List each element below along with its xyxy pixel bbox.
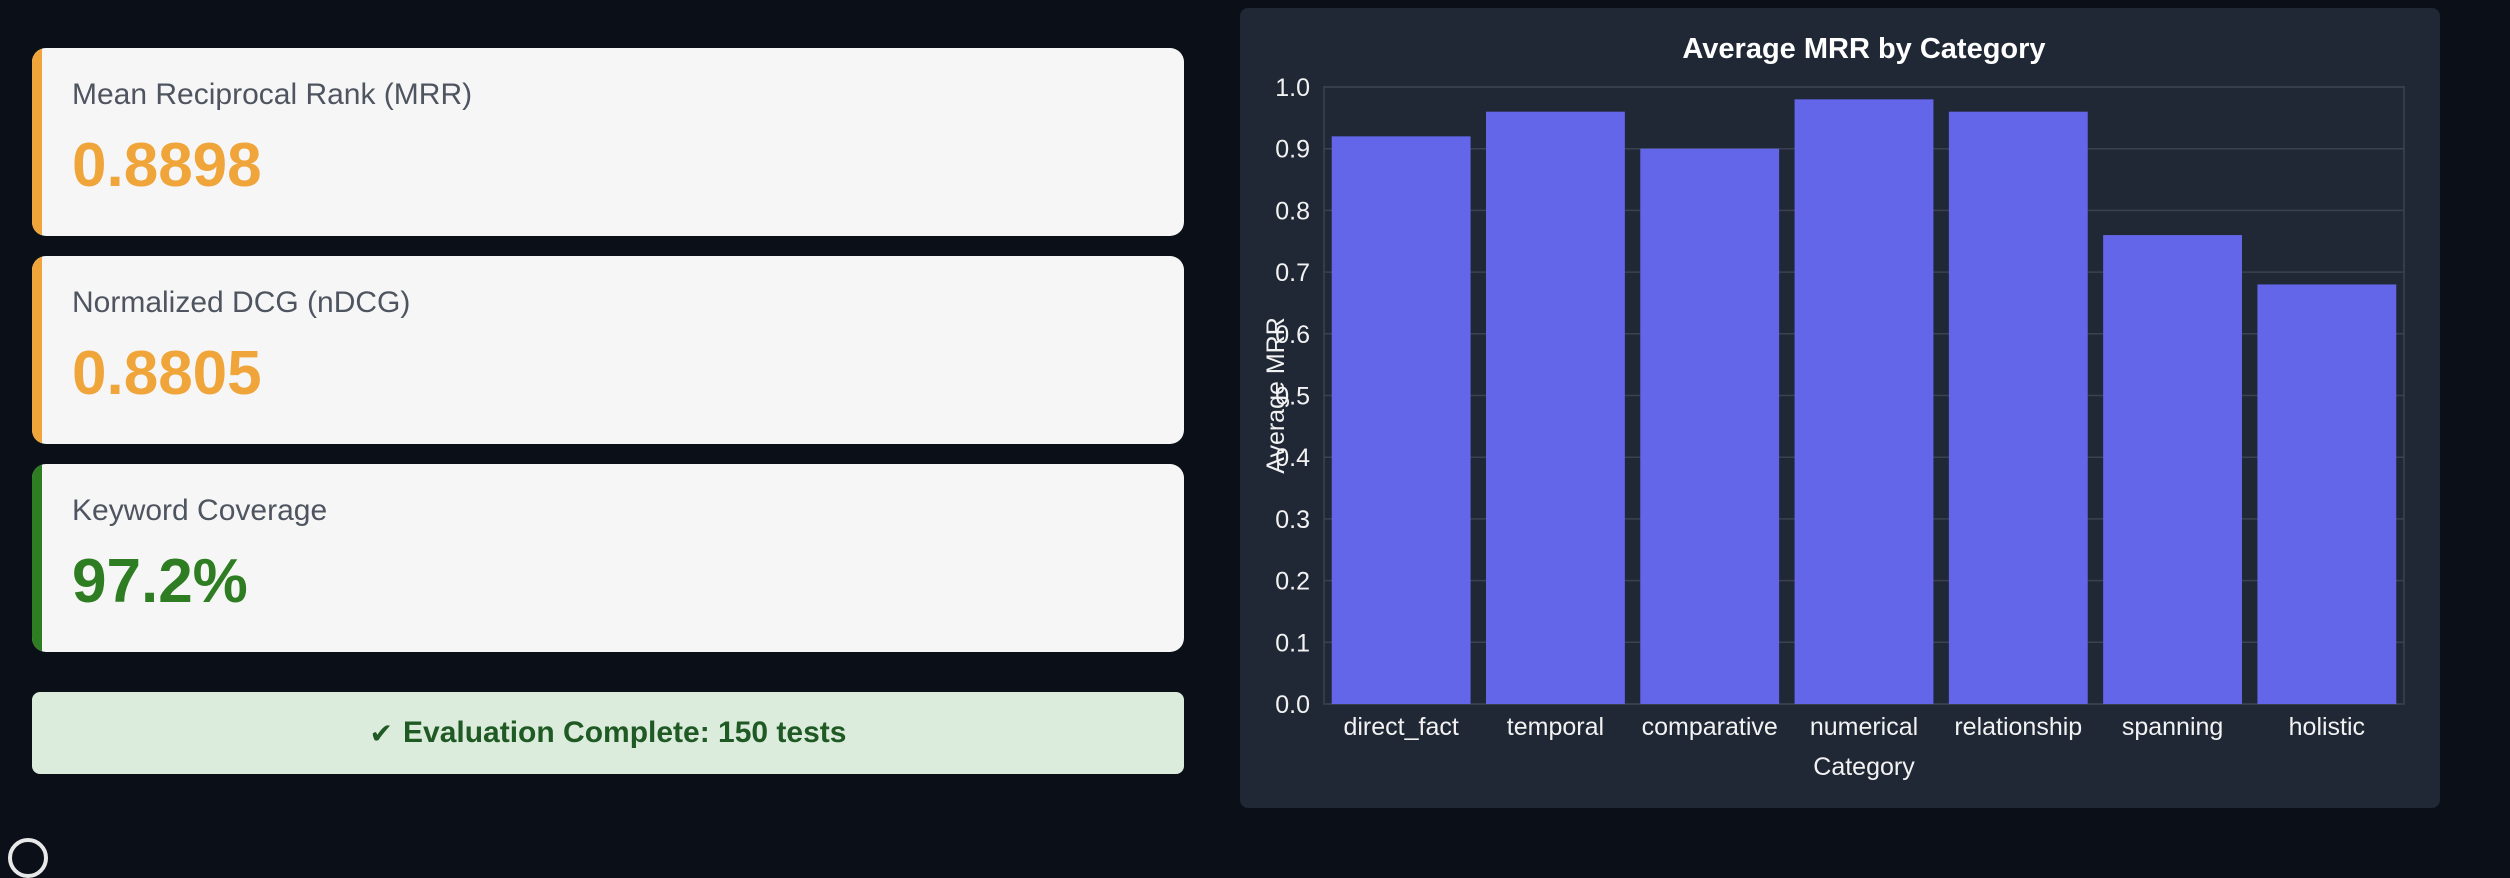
y-tick-label: 0.8 — [1275, 197, 1310, 225]
x-axis-label: Category — [1813, 753, 1915, 781]
y-tick-label: 0.1 — [1275, 629, 1310, 657]
mrr-chart-panel: 0.0 0.1 0.2 0.3 0.4 0.5 0.6 0.7 0.8 0.9 1.0 direct_… — [1240, 8, 2440, 808]
mrr-bar-chart: 0.0 0.1 0.2 0.3 0.4 0.5 0.6 0.7 0.8 0.9 1.0 direct_… — [1262, 33, 2405, 781]
x-tick-label: comparative — [1642, 713, 1778, 741]
mrr-card: Mean Reciprocal Rank (MRR) 0.8898 — [32, 48, 1184, 236]
ndcg-accent-bar — [32, 256, 42, 444]
bar-holistic — [2257, 284, 2397, 704]
x-tick-label: direct_fact — [1343, 713, 1458, 741]
bar-comparative — [1640, 148, 1780, 704]
bar-spanning — [2103, 235, 2242, 704]
chart-title: Average MRR by Category — [1682, 33, 2045, 65]
y-tick-label: 0.0 — [1275, 691, 1310, 719]
y-tick-label: 0.9 — [1275, 136, 1310, 164]
bar-numerical — [1794, 99, 1934, 705]
mrr-accent-bar — [32, 48, 42, 236]
bar-temporal — [1486, 111, 1625, 705]
x-tick-label: numerical — [1810, 713, 1918, 741]
coverage-label: Keyword Coverage — [72, 494, 328, 527]
y-tick-label: 0.3 — [1275, 506, 1310, 534]
mrr-value: 0.8898 — [72, 131, 262, 200]
x-tick-label: spanning — [2122, 713, 2223, 741]
check-icon: ✔ — [369, 717, 393, 749]
ndcg-value: 0.8805 — [72, 339, 262, 408]
y-tick-label: 0.2 — [1275, 568, 1310, 596]
coverage-card: Keyword Coverage 97.2% — [32, 464, 1184, 652]
metrics-column: Mean Reciprocal Rank (MRR) 0.8898 Normal… — [32, 48, 1184, 672]
y-tick-label: 0.7 — [1275, 259, 1310, 287]
bar-relationship — [1948, 111, 2088, 705]
y-axis-label: Average MRR — [1262, 317, 1290, 474]
coverage-accent-bar — [32, 464, 42, 652]
ndcg-label: Normalized DCG (nDCG) — [72, 286, 411, 319]
coverage-value: 97.2% — [72, 547, 248, 616]
y-tick-label: 1.0 — [1275, 74, 1310, 102]
y-tick-label: 0.6 — [1275, 321, 1310, 349]
y-tick-label: 0.4 — [1275, 444, 1310, 472]
status-text: Evaluation Complete: 150 tests — [403, 716, 847, 749]
circle-icon — [8, 838, 48, 878]
mrr-label: Mean Reciprocal Rank (MRR) — [72, 78, 473, 111]
x-tick-label: temporal — [1507, 713, 1604, 741]
bar-direct_fact — [1331, 136, 1471, 705]
x-tick-label: relationship — [1954, 713, 2082, 741]
y-tick-label: 0.5 — [1275, 383, 1310, 411]
evaluation-status-banner: ✔ Evaluation Complete: 150 tests — [32, 692, 1184, 774]
ndcg-card: Normalized DCG (nDCG) 0.8805 — [32, 256, 1184, 444]
x-tick-label: holistic — [2289, 713, 2365, 741]
